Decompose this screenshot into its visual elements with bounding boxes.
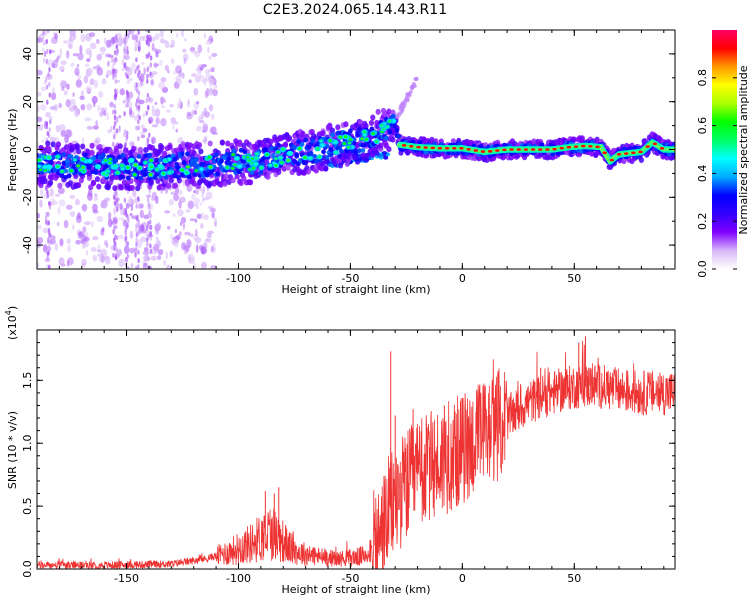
spectrogram-image: [37, 30, 675, 269]
snr-y-tick-label: 1.5: [21, 372, 34, 390]
snr-x-tick-label: -50: [341, 572, 359, 585]
snr-y-multiplier: (x104): [4, 306, 19, 340]
snr-y-tick-label: 0.5: [21, 497, 34, 514]
snr-y-tick-label: 1.0: [21, 434, 34, 452]
colorbar-label: Normalized spectral amplitude: [737, 65, 750, 234]
spectrogram-x-tick-label: 50: [567, 272, 581, 285]
colorbar-ticks: 0.0 0.2 0.4 0.6 0.8: [696, 69, 737, 278]
snr-x-axis-label: Height of straight line (km): [281, 583, 430, 596]
colorbar-tick-label: 0.8: [696, 69, 709, 87]
snr-ticks: -150 -100 -50 0 50 0.0 0.5 1.0 1.5: [21, 330, 675, 585]
spectrogram-y-tick-label: -40: [21, 236, 34, 254]
spectrogram-x-axis-label: Height of straight line (km): [281, 283, 430, 296]
colorbar-tick-label: 0.2: [696, 212, 709, 230]
spectrogram-panel: -150 -100 -50 0 50 -40 -20 0 20 40 Height of stra…: [6, 29, 676, 296]
spectrogram-x-tick-label: -150: [114, 272, 139, 285]
snr-x-tick-label: 0: [459, 572, 466, 585]
spectrogram-x-tick-label: -100: [226, 272, 251, 285]
spectrogram-x-tick-label: 0: [459, 272, 466, 285]
snr-x-tick-label: 50: [567, 572, 581, 585]
snr-panel: -150 -100 -50 0 50 0.0 0.5 1.0 1.5 Height of str…: [4, 306, 676, 596]
spectrogram-y-tick-label: 20: [21, 95, 34, 109]
spectrogram-y-tick-label: -20: [21, 188, 34, 206]
colorbar-tick-label: 0.0: [696, 260, 709, 278]
snr-x-tick-label: -150: [114, 572, 139, 585]
spectrogram-ticks: -150 -100 -50 0 50 -40 -20 0 20 40: [21, 29, 675, 285]
colorbar-tick-label: 0.6: [696, 117, 709, 135]
spectrogram-x-tick-label: -50: [341, 272, 359, 285]
spectrogram-y-tick-label: 40: [21, 47, 34, 61]
snr-x-tick-label: -100: [226, 572, 251, 585]
snr-series-line: [37, 340, 675, 569]
colorbar-scale: [712, 30, 737, 269]
snr-frame: [36, 329, 676, 570]
colorbar-tick-label: 0.4: [696, 165, 709, 183]
spectrogram-y-tick-label: 0: [21, 146, 34, 153]
chart-title: C2E3.2024.065.14.43.R11: [263, 2, 447, 18]
snr-plot-area: [37, 336, 675, 569]
snr-y-axis-label: SNR (10 * v/v): [6, 411, 19, 489]
colorbar: 0.0 0.2 0.4 0.6 0.8 Normalized spectral ampl…: [696, 30, 750, 278]
spectrogram-y-axis-label: Frequency (Hz): [6, 109, 19, 192]
snr-y-tick-label: 0.0: [21, 560, 34, 578]
